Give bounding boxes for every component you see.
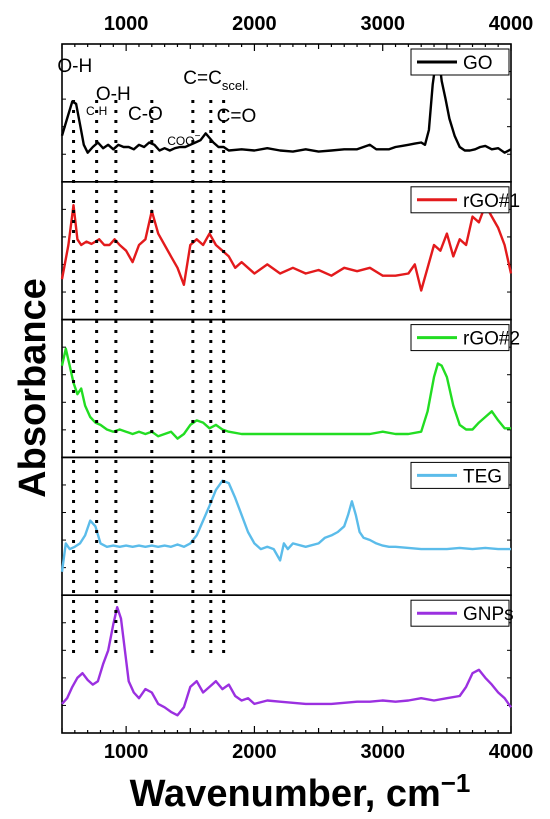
x-tick-label-bottom: 3000: [360, 741, 405, 763]
x-tick-label-bottom: 4000: [489, 741, 534, 763]
x-tick-labels: 1000 1000 2000 2000 3000 3000 4000 4000: [104, 13, 533, 763]
band-label: C-H: [86, 104, 107, 118]
series-line-teg: [60, 479, 511, 572]
band-label: C=Cscel.: [183, 68, 248, 93]
band-label: C-O: [128, 104, 163, 125]
x-axis-label: Wavenumber, cm−1: [130, 768, 471, 815]
band-label: O-H: [57, 56, 92, 77]
x-tick-label-top: 2000: [232, 13, 277, 35]
x-tick-label-top: 4000: [489, 13, 534, 35]
panel-frame: [61, 594, 512, 734]
series-line-rgo-1: [60, 203, 513, 292]
assignment-marker-lines: [72, 100, 226, 655]
x-tick-label-top: 1000: [104, 13, 149, 35]
x-tick-label-bottom: 1000: [104, 741, 149, 763]
band-label: O-H: [96, 84, 131, 105]
legend-label: GNPs: [463, 604, 514, 625]
x-tick-label-bottom: 2000: [232, 741, 277, 763]
legend-label: rGO#2: [463, 329, 520, 350]
x-tick-label-top: 3000: [360, 13, 405, 35]
legend-label: TEG: [463, 466, 502, 487]
panels: GO rGO#1 rGO#2 TEG GNPs: [60, 43, 520, 734]
band-label: COO−: [167, 131, 200, 148]
legend-label: GO: [463, 53, 493, 74]
band-label: C=O: [217, 106, 257, 127]
series-line-gnps: [61, 606, 512, 717]
legend-label: rGO#1: [463, 191, 520, 212]
series-line-rgo-2: [60, 347, 511, 440]
series-line-go: [60, 54, 512, 154]
y-axis-label: Absorbance: [12, 278, 54, 498]
